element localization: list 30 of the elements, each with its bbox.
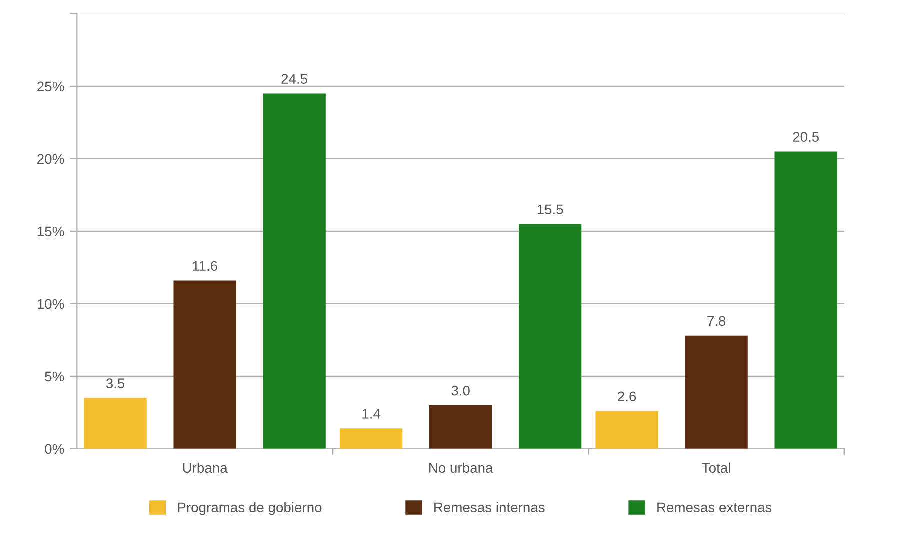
- bar: [596, 411, 658, 449]
- bar: [429, 405, 492, 449]
- data-label: 3.0: [452, 386, 470, 396]
- y-tick-label: 15%: [38, 226, 64, 237]
- bar: [263, 94, 326, 449]
- y-tick-label: 0%: [45, 444, 64, 454]
- x-tick-label: Total: [702, 462, 730, 474]
- data-label: 1.4: [362, 409, 381, 419]
- legend-label: Programas de gobierno: [178, 502, 322, 516]
- data-label: 2.6: [618, 392, 636, 402]
- y-tick-label: 20%: [38, 154, 64, 164]
- data-label: 20.5: [793, 132, 820, 142]
- bar: [84, 398, 147, 449]
- bar: [685, 336, 748, 449]
- data-label: 15.5: [538, 204, 564, 215]
- x-tick-label: Urbana: [183, 462, 228, 474]
- y-tick-label: 10%: [38, 299, 64, 310]
- data-label: 3.5: [106, 378, 125, 388]
- legend-label: Remesas externas: [658, 502, 772, 513]
- x-tick-label: No urbana: [430, 462, 494, 474]
- data-label: 11.6: [193, 261, 218, 272]
- bar: [340, 428, 403, 449]
- y-tick-label: 25%: [38, 82, 64, 92]
- bar: [174, 280, 236, 449]
- data-label: 24.5: [282, 74, 308, 84]
- legend-label: Remesas internas: [434, 502, 545, 513]
- y-tick-label: 5%: [45, 372, 64, 382]
- bar: [518, 224, 582, 449]
- data-label: 7.8: [708, 316, 726, 326]
- bar: [774, 152, 838, 449]
